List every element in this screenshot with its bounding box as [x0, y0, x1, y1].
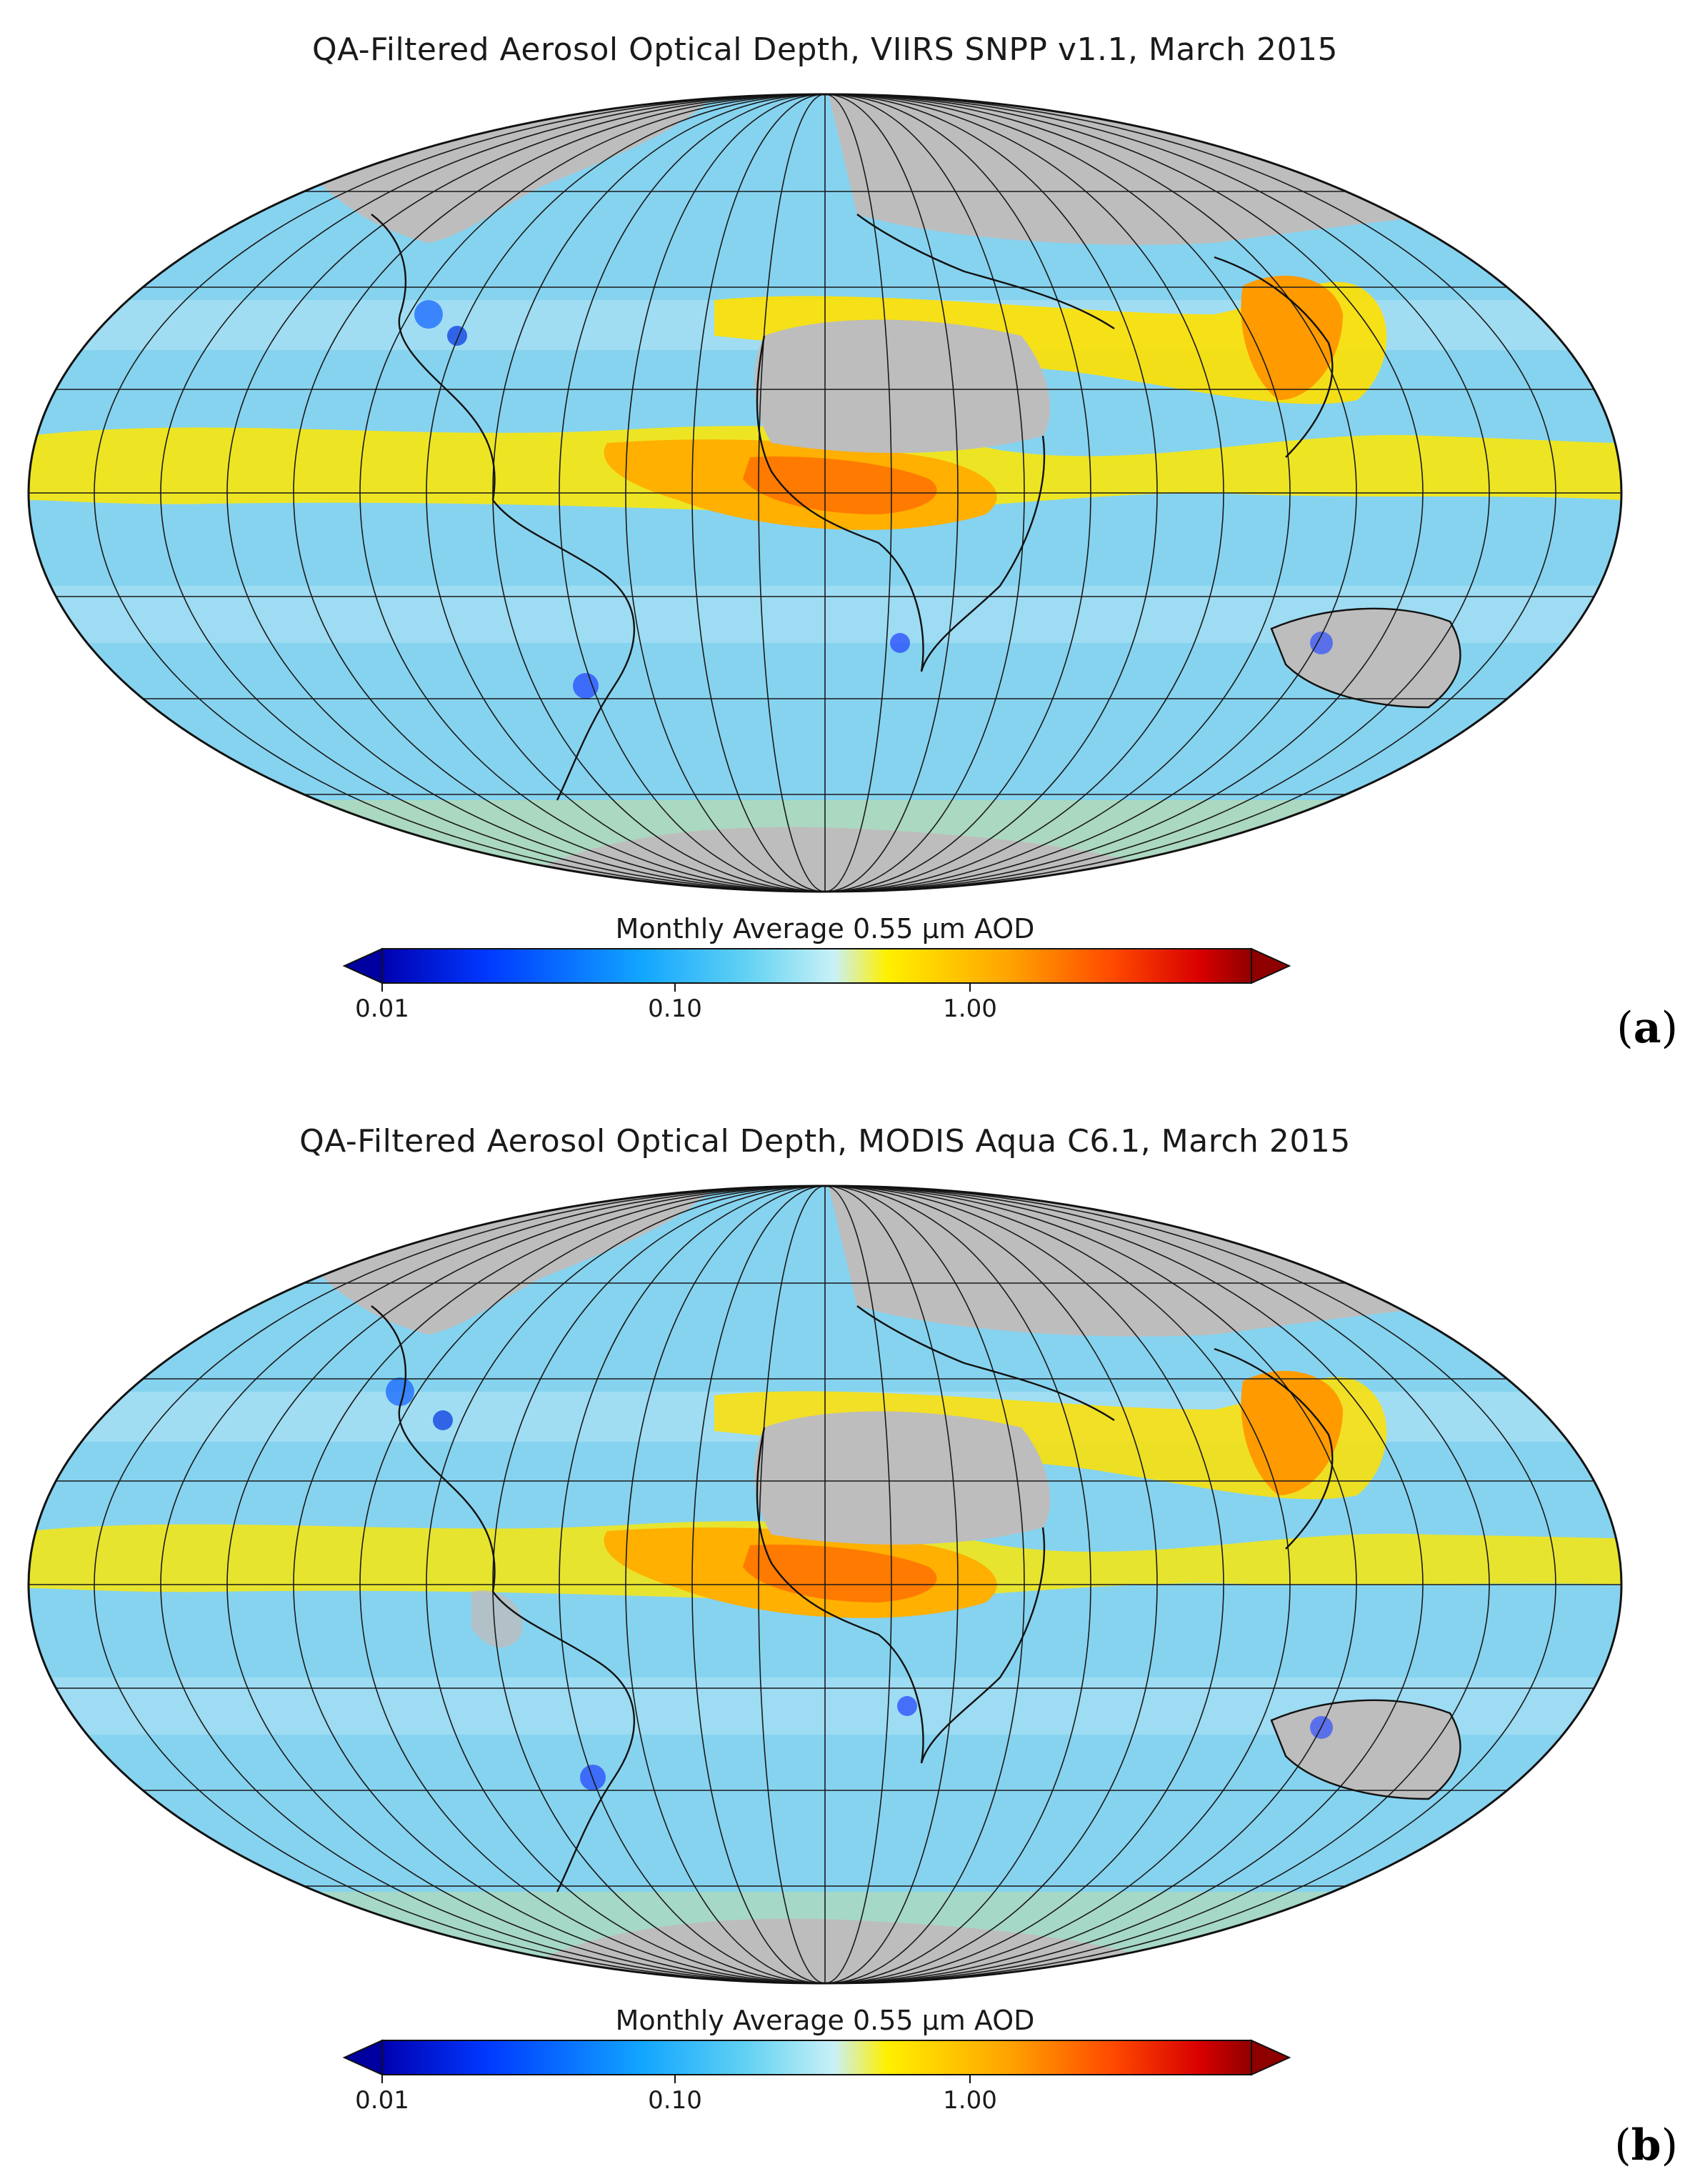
colorbar-tick-label: 0.10	[648, 994, 702, 1023]
colorbar-extend-high	[1251, 2039, 1291, 2076]
colorbar	[342, 2039, 1291, 2083]
colorbar-extend-low	[342, 2039, 383, 2076]
colorbar-gradient	[381, 2040, 1252, 2075]
colorbar-tick-label: 1.00	[943, 994, 997, 1023]
panel-a: QA-Filtered Aerosol Optical Depth, VIIRS…	[27, 31, 1678, 1053]
colorbar-gradient	[381, 948, 1252, 984]
colorbar-title: Monthly Average 0.55 µm AOD	[615, 2005, 1035, 2036]
coastlines	[371, 1305, 1461, 1893]
map-title: QA-Filtered Aerosol Optical Depth, MODIS…	[299, 1123, 1351, 1160]
panel-label: (b)	[1614, 2120, 1678, 2170]
coastlines	[371, 214, 1461, 801]
aod-map	[27, 93, 1623, 992]
colorbar-title: Monthly Average 0.55 µm AOD	[615, 913, 1035, 944]
panel-label: (a)	[1616, 1003, 1678, 1053]
aod-map	[27, 1185, 1623, 2083]
graticule	[29, 94, 1621, 892]
colorbar-tick-label: 1.00	[943, 2086, 997, 2115]
graticule	[29, 1186, 1621, 1983]
colorbar-tick-label: 0.10	[648, 2086, 702, 2115]
panel-b: QA-Filtered Aerosol Optical Depth, MODIS…	[0, 1092, 1705, 2183]
map-outline	[27, 1185, 1623, 1985]
map-outline	[27, 93, 1623, 893]
colorbar	[342, 947, 1291, 992]
map-title: QA-Filtered Aerosol Optical Depth, VIIRS…	[311, 31, 1339, 68]
colorbar-extend-high	[1251, 947, 1291, 984]
colorbar-extend-low	[342, 947, 383, 984]
colorbar-tick-label: 0.01	[355, 994, 409, 1023]
colorbar-tick-label: 0.01	[355, 2086, 409, 2115]
